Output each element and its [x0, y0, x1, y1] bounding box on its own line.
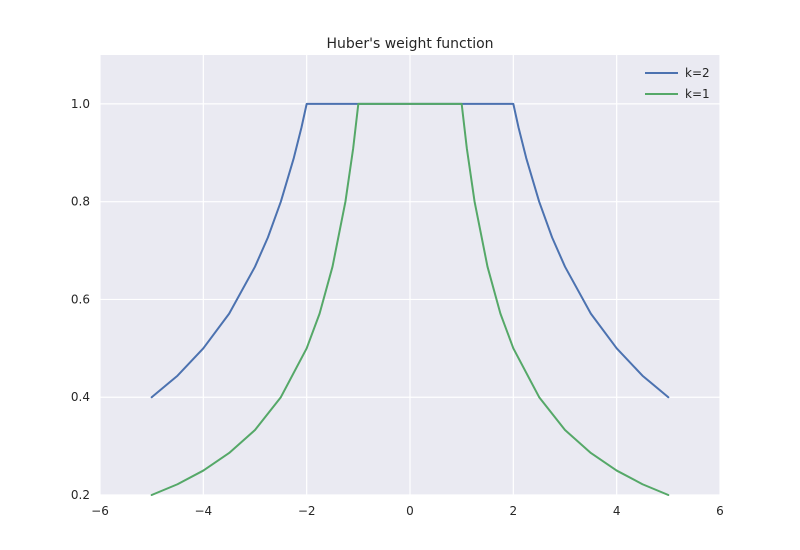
x-tick-label: −2	[298, 504, 316, 518]
y-tick-label: 0.4	[71, 390, 90, 404]
grid	[99, 55, 721, 496]
x-tick-label: −6	[91, 504, 109, 518]
legend-label: k=1	[685, 87, 710, 101]
y-tick-label: 0.2	[71, 488, 90, 502]
chart-title: Huber's weight function	[326, 36, 493, 52]
x-tick-labels: −6 −4 −2 0 2 4 6	[91, 504, 724, 518]
x-tick-label: −4	[194, 504, 212, 518]
legend: k=2 k=1	[645, 66, 710, 101]
y-tick-label: 0.8	[71, 195, 90, 209]
y-tick-label: 0.6	[71, 292, 90, 306]
x-tick-label: 4	[613, 504, 621, 518]
series-line-k-1	[150, 102, 670, 496]
legend-label: k=2	[685, 66, 710, 80]
x-tick-label: 6	[716, 504, 724, 518]
y-tick-label: 1.0	[71, 97, 90, 111]
series-lines	[150, 102, 670, 496]
y-tick-labels: 0.2 0.4 0.6 0.8 1.0	[71, 97, 90, 502]
x-tick-label: 0	[406, 504, 414, 518]
x-tick-label: 2	[510, 504, 518, 518]
